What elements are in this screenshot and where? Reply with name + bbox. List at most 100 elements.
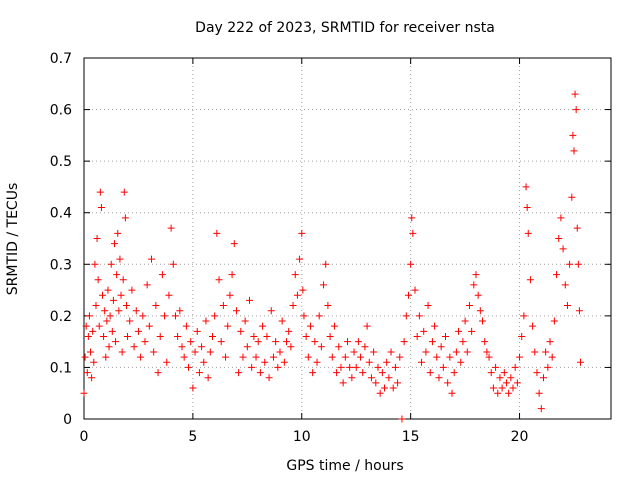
y-tick-label: 0.1 xyxy=(50,360,72,376)
data-point xyxy=(226,291,234,299)
data-point xyxy=(326,332,334,340)
data-point xyxy=(328,353,336,361)
data-point xyxy=(239,353,247,361)
data-point xyxy=(352,363,360,371)
data-point xyxy=(89,327,97,335)
x-tick-label: 20 xyxy=(511,429,529,445)
data-point xyxy=(304,353,312,361)
y-tick-label: 0.4 xyxy=(50,206,72,222)
data-point xyxy=(100,332,108,340)
data-point xyxy=(103,317,111,325)
data-point xyxy=(446,353,454,361)
data-point xyxy=(265,374,273,382)
data-point xyxy=(433,353,441,361)
data-point xyxy=(568,193,576,201)
y-tick-label: 0.2 xyxy=(50,309,72,325)
data-point xyxy=(145,322,153,330)
data-point xyxy=(306,322,314,330)
data-point xyxy=(385,374,393,382)
x-tick-label: 10 xyxy=(293,429,311,445)
data-point xyxy=(97,204,105,212)
data-point xyxy=(206,348,214,356)
data-point xyxy=(302,332,310,340)
data-point xyxy=(555,235,563,242)
data-point xyxy=(180,353,188,361)
data-point xyxy=(219,302,227,310)
data-point xyxy=(317,343,325,351)
data-point xyxy=(107,260,115,268)
data-point xyxy=(346,363,354,371)
data-point xyxy=(195,369,203,377)
data-point xyxy=(148,255,156,263)
data-point xyxy=(400,338,408,346)
data-point xyxy=(428,338,436,346)
data-point xyxy=(569,131,577,139)
data-point xyxy=(178,343,186,351)
data-point xyxy=(516,353,524,361)
data-point xyxy=(241,317,249,325)
data-point xyxy=(450,369,458,377)
data-point xyxy=(126,317,134,325)
data-point xyxy=(237,327,245,335)
data-point xyxy=(82,322,90,330)
data-point xyxy=(566,260,574,268)
data-point xyxy=(563,302,571,310)
data-point xyxy=(509,384,517,392)
data-point xyxy=(520,312,528,320)
data-point xyxy=(118,348,126,356)
data-point xyxy=(571,90,579,98)
data-point xyxy=(198,343,206,351)
data-point xyxy=(354,338,362,346)
data-point xyxy=(470,281,478,289)
data-point xyxy=(92,302,100,310)
data-point xyxy=(526,276,534,284)
data-point xyxy=(574,260,582,268)
data-point xyxy=(413,332,421,340)
data-point xyxy=(119,276,127,284)
data-point xyxy=(112,338,120,346)
data-point xyxy=(522,183,530,191)
data-point xyxy=(407,260,415,268)
data-point xyxy=(537,405,545,413)
data-point xyxy=(496,374,504,382)
data-point xyxy=(479,317,487,325)
y-axis-label: SRMTID / TECUs xyxy=(5,183,21,296)
data-point xyxy=(339,379,347,387)
data-point xyxy=(120,188,128,196)
data-point xyxy=(174,332,182,340)
data-point xyxy=(465,302,473,310)
data-point xyxy=(381,384,389,392)
data-point xyxy=(187,338,195,346)
data-point xyxy=(498,384,506,392)
data-point xyxy=(463,348,471,356)
data-point xyxy=(459,338,467,346)
data-point xyxy=(95,322,103,330)
data-point xyxy=(557,214,565,222)
data-point xyxy=(402,312,410,320)
data-point xyxy=(320,281,328,289)
data-point xyxy=(141,338,149,346)
data-point xyxy=(287,343,295,351)
data-point xyxy=(535,389,543,397)
data-point xyxy=(300,312,308,320)
data-point xyxy=(137,353,145,361)
data-point xyxy=(208,332,216,340)
data-point xyxy=(84,332,92,340)
data-point xyxy=(420,327,428,335)
data-point xyxy=(511,363,519,371)
data-point xyxy=(313,358,321,366)
data-point xyxy=(577,358,585,366)
data-point xyxy=(256,369,264,377)
data-point xyxy=(394,379,402,387)
y-tick-label: 0.5 xyxy=(50,154,72,170)
data-point xyxy=(106,312,114,320)
data-point xyxy=(193,327,201,335)
data-point xyxy=(182,322,190,330)
y-tick-label: 0.7 xyxy=(50,51,72,67)
data-point xyxy=(176,307,184,315)
data-point xyxy=(94,276,102,284)
data-point xyxy=(391,363,399,371)
data-point xyxy=(426,369,434,377)
data-point xyxy=(243,343,251,351)
